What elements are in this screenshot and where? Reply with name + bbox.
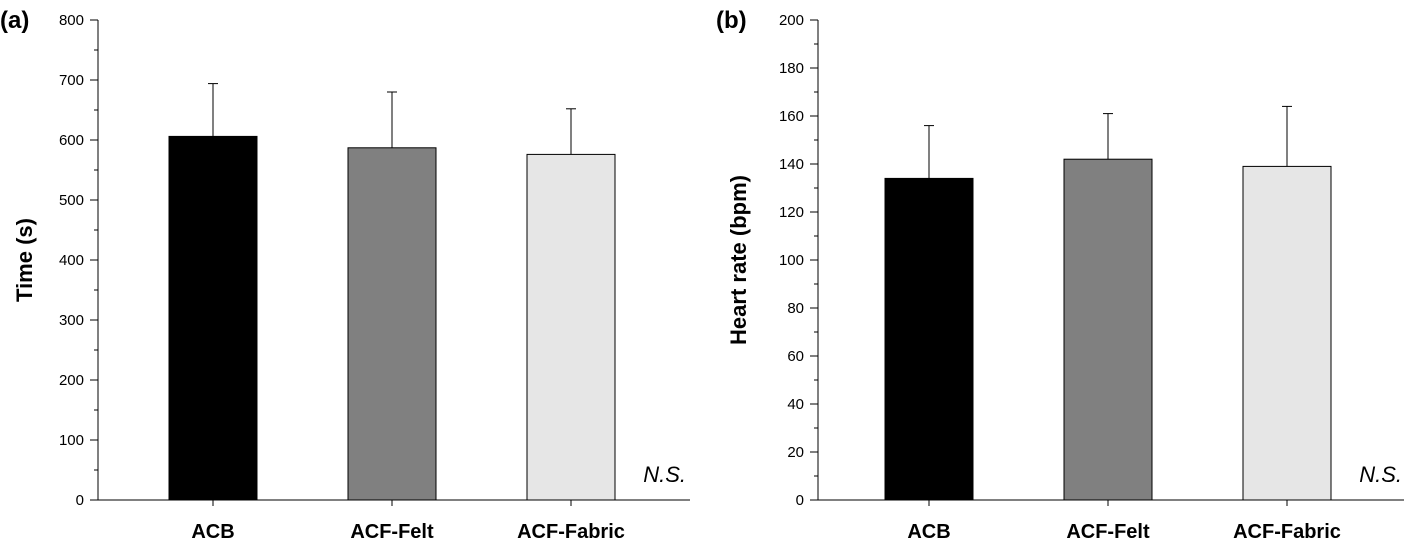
panel-b-label: (b) (716, 7, 747, 34)
panel-b-y-tick-label-9: 180 (779, 60, 804, 77)
panel-a-bar-2 (526, 153, 616, 501)
panel-a-y-tick-label-3: 300 (59, 312, 84, 329)
panel-a-y-tick-label-5: 500 (59, 192, 84, 209)
panel-b-y-tick-label-5: 100 (779, 252, 804, 269)
panel-b-y-tick-label-2: 40 (787, 396, 804, 413)
panel-b-y-tick-label-4: 80 (787, 300, 804, 317)
panel-b-y-tick-label-0: 0 (796, 492, 804, 509)
panel-a-ns-annotation: N.S. (643, 462, 686, 487)
panel-a-y-tick-label-8: 800 (59, 12, 84, 29)
panel-b-y-axis-title: Heart rate (bpm) (726, 175, 751, 345)
panel-a-y-tick-label-1: 100 (59, 432, 84, 449)
panel-b-y-tick-label-1: 20 (787, 444, 804, 461)
panel-b-y-tick-label-3: 60 (787, 348, 804, 365)
panel-a-y-tick-label-6: 600 (59, 132, 84, 149)
panel-b-y-tick-label-10: 200 (779, 12, 804, 29)
panel-a-y-axis-title: Time (s) (12, 218, 37, 302)
panel-a-category-label-2: ACF-Fabric (517, 521, 625, 543)
panel-a-y-tick-label-7: 700 (59, 72, 84, 89)
panel-b-ns-annotation: N.S. (1359, 462, 1402, 487)
panel-a-bar-0 (168, 135, 258, 501)
panel-b-bar-0 (884, 177, 974, 501)
panel-b-y-tick-label-8: 160 (779, 108, 804, 125)
panel-b-y-tick-label-7: 140 (779, 156, 804, 173)
panel-b-category-label-0: ACB (907, 521, 950, 543)
panel-b-category-label-1: ACF-Felt (1066, 521, 1150, 543)
panel-b-bar-2 (1242, 165, 1332, 501)
panel-a-y-tick-label-4: 400 (59, 252, 84, 269)
panel-a-y-tick-label-0: 0 (76, 492, 84, 509)
panel-a-label: (a) (0, 7, 29, 34)
panel-a-plot: ACB ACF-Felt ACF-Fabric 0 100 200 300 400 500 600… (59, 12, 690, 543)
panel-b-y-tick-label-6: 120 (779, 204, 804, 221)
panel-b-bar-1 (1063, 158, 1153, 501)
panel-a-y-tick-label-2: 200 (59, 372, 84, 389)
panel-a: (a) Time (s) N.S. ACB ACF-Felt ACF-Fabric 0… (0, 7, 690, 543)
panel-b: (b) Heart rate (bpm) N.S. ACB ACF-Felt ACF… (716, 7, 1404, 543)
panel-b-category-label-2: ACF-Fabric (1233, 521, 1341, 543)
panel-a-category-label-1: ACF-Felt (350, 521, 434, 543)
panel-a-bar-1 (347, 147, 437, 501)
panel-b-plot: ACB ACF-Felt ACF-Fabric 0 20 40 60 80 100 120 140 1… (779, 12, 1404, 543)
panel-a-category-label-0: ACB (191, 521, 234, 543)
